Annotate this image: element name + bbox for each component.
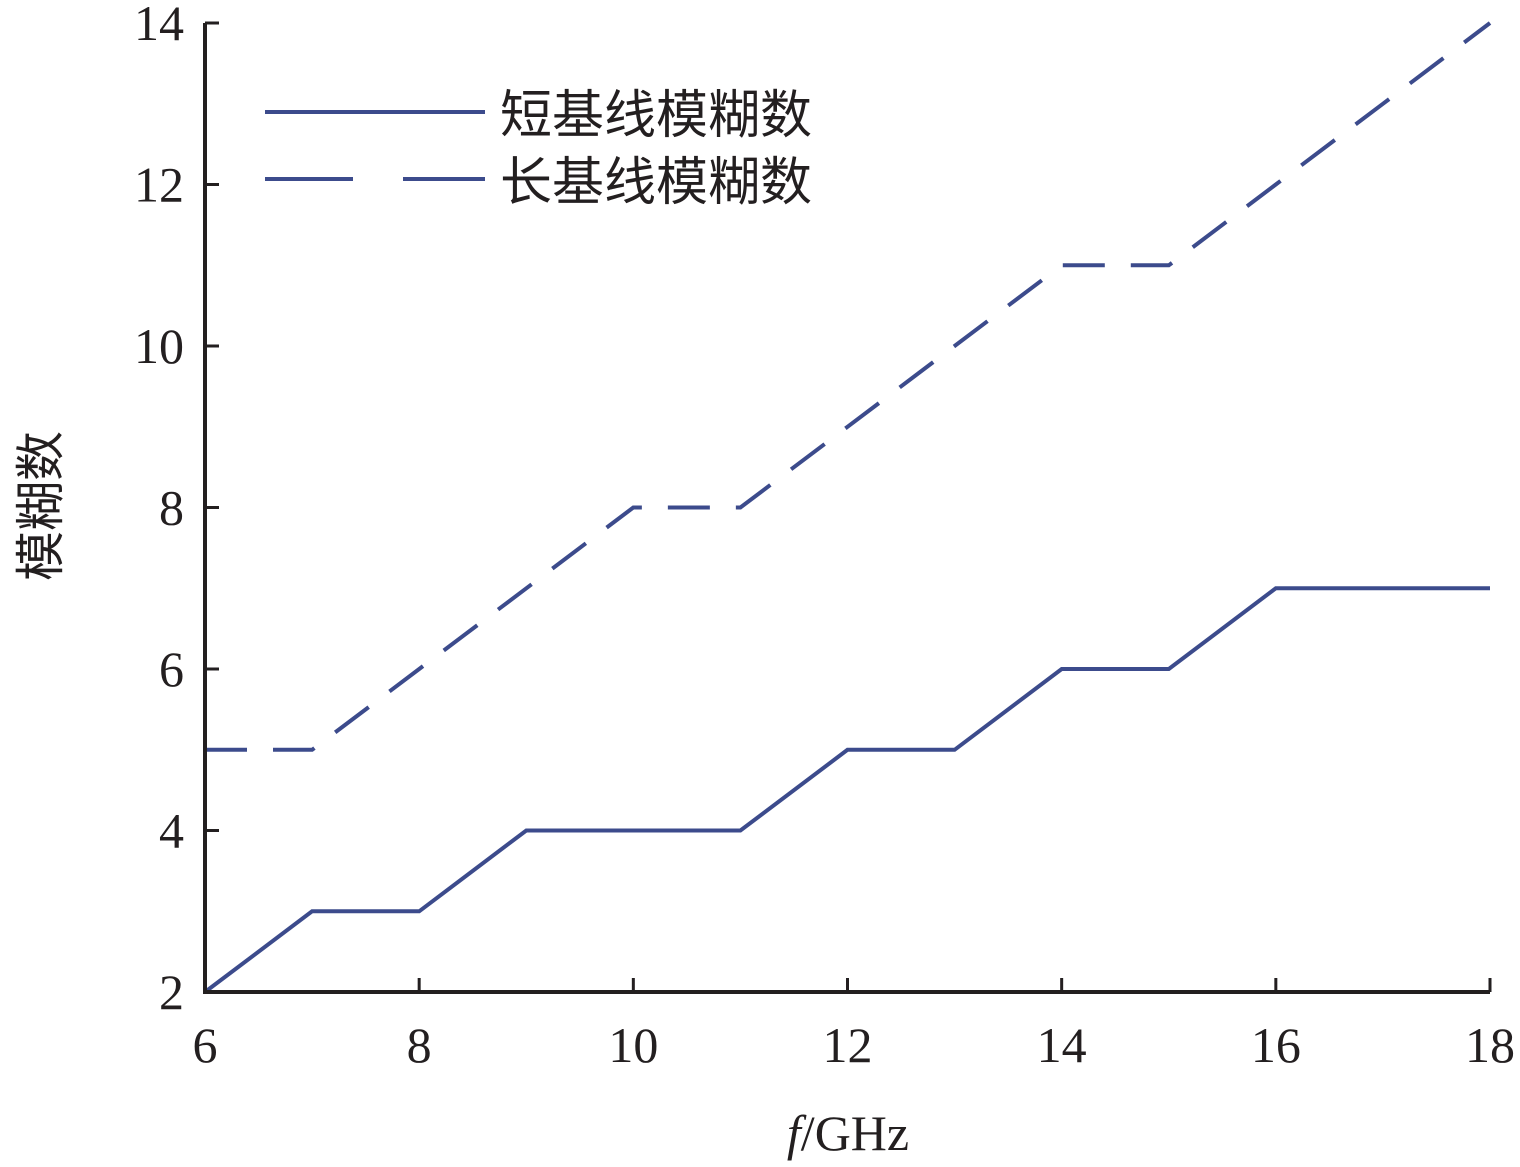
axes xyxy=(203,23,1490,994)
y-tick-label: 10 xyxy=(134,318,184,374)
y-tick-label: 2 xyxy=(159,964,184,1020)
y-tick-label: 14 xyxy=(134,0,184,51)
legend-label-short-baseline: 短基线模糊数 xyxy=(500,86,812,146)
x-tick-label: 16 xyxy=(1251,1017,1301,1073)
x-axis-label-unit: /GHz xyxy=(801,1105,909,1161)
x-tick-label: 18 xyxy=(1465,1017,1515,1073)
x-tick-label: 12 xyxy=(823,1017,873,1073)
x-tick-label: 8 xyxy=(407,1017,432,1073)
y-tick-label: 4 xyxy=(159,803,184,859)
legend-label-long-baseline: 长基线模糊数 xyxy=(500,153,812,213)
legend: 短基线模糊数 长基线模糊数 xyxy=(265,86,812,213)
y-tick-label: 12 xyxy=(134,157,184,213)
x-tick-label: 6 xyxy=(193,1017,218,1073)
x-axis-label: f/GHz xyxy=(787,1105,909,1161)
y-axis-label: 模糊数 xyxy=(13,431,69,581)
x-ticks: 6 8 10 12 14 16 18 xyxy=(193,978,1515,1073)
series-line-long-baseline xyxy=(205,21,1492,752)
y-ticks: 2 4 6 8 10 12 14 xyxy=(134,0,219,1020)
y-tick-label: 8 xyxy=(159,480,184,536)
series-line-short-baseline xyxy=(203,586,1490,994)
x-tick-label: 10 xyxy=(608,1017,658,1073)
y-tick-label: 6 xyxy=(159,641,184,697)
x-tick-label: 14 xyxy=(1037,1017,1087,1073)
plot-lines xyxy=(203,21,1492,994)
